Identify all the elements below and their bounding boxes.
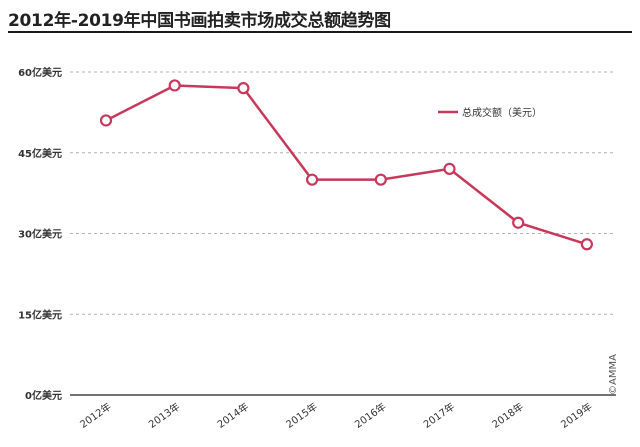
y-tick-label: 15亿美元: [18, 308, 62, 321]
legend: 总成交额（美元）: [438, 106, 542, 119]
x-tick-label: 2015年: [283, 400, 319, 431]
x-tick-label: 2012年: [77, 400, 113, 431]
data-point: [306, 173, 319, 186]
data-point: [99, 114, 113, 127]
x-tick-label: 2013年: [146, 400, 182, 431]
legend-label: 总成交额（美元）: [462, 106, 542, 119]
data-point: [168, 79, 181, 92]
data-point: [237, 82, 250, 95]
x-tick-label: 2014年: [215, 400, 251, 431]
title-divider: [8, 31, 632, 33]
series-layer: [99, 79, 594, 251]
x-tick-label: 2016年: [352, 400, 388, 431]
series-line: [105, 84, 588, 246]
y-tick-label: 60亿美元: [18, 66, 62, 79]
gridlines: [70, 71, 616, 396]
y-axis-tick-labels: 0亿美元 15亿美元 30亿美元 45亿美元 60亿美元: [18, 66, 62, 402]
x-axis-tick-labels: 2012年 2013年 2014年 2015年 2016年 2017年 2018年 2019年: [77, 400, 594, 431]
data-point: [580, 238, 594, 251]
y-tick-label: 45亿美元: [18, 147, 62, 160]
data-point: [443, 162, 456, 175]
x-tick-label: 2018年: [489, 400, 525, 431]
x-tick-label: 2017年: [421, 400, 457, 431]
data-point: [512, 216, 525, 229]
data-point: [374, 173, 387, 186]
x-tick-label: 2019年: [558, 400, 594, 431]
y-tick-label: 30亿美元: [18, 228, 62, 241]
y-tick-label: 0亿美元: [25, 389, 62, 402]
source-credit: ©AMMA: [608, 354, 619, 395]
chart-title: 2012年-2019年中国书画拍卖市场成交总额趋势图: [8, 11, 391, 31]
